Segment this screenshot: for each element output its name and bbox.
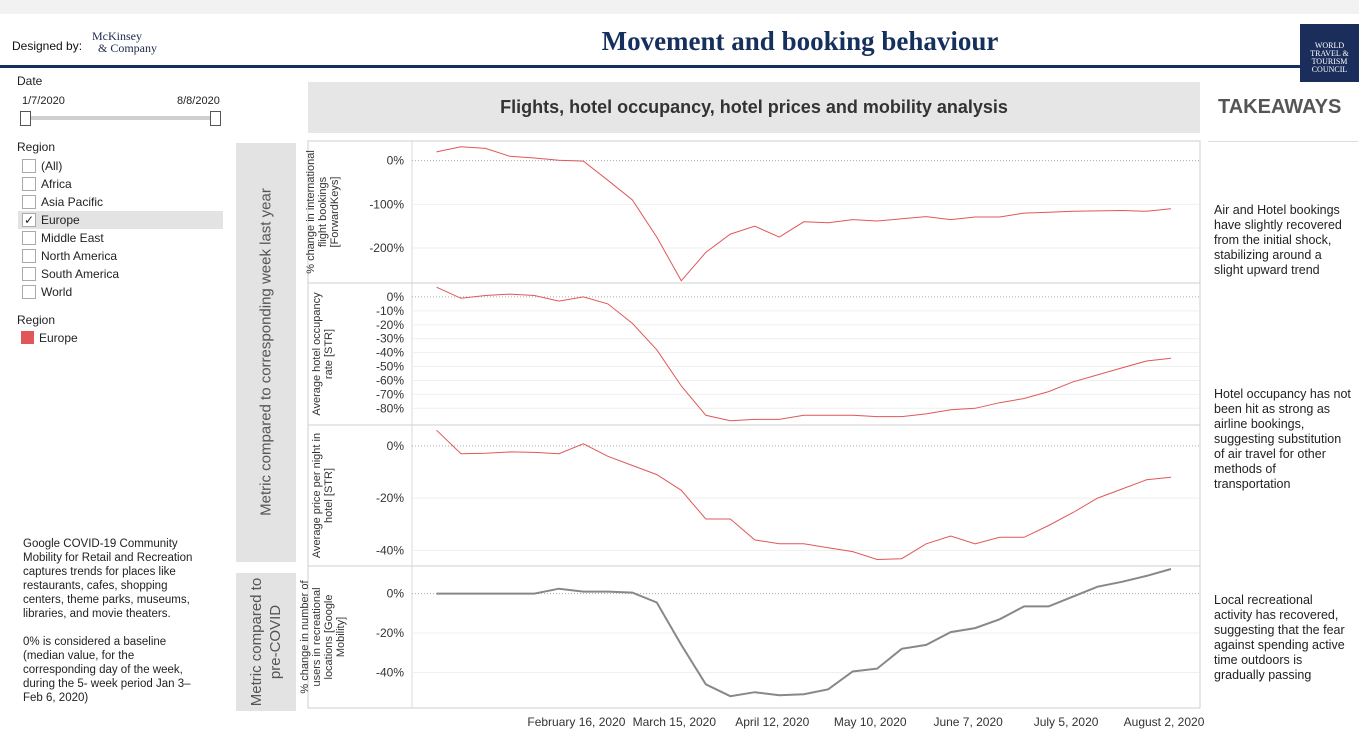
date-filter-label: Date: [17, 74, 43, 88]
series-line-europe: [436, 146, 1172, 282]
legend-title: Region: [17, 313, 56, 327]
y-tick-label: 0%: [387, 154, 405, 168]
y-tick-label: 0%: [387, 587, 405, 601]
checkbox-icon[interactable]: [22, 177, 36, 191]
x-tick-label: August 2, 2020: [1124, 715, 1205, 729]
date-slider-start-handle[interactable]: [20, 111, 31, 126]
checkbox-icon[interactable]: [22, 285, 36, 299]
date-range-slider[interactable]: [22, 116, 217, 120]
y-tick-label: -80%: [376, 401, 404, 415]
region-option-all[interactable]: (All): [18, 157, 223, 175]
date-start-value: 1/7/2020: [22, 95, 65, 107]
y-axis-title: [ForwardKeys]: [329, 177, 341, 248]
legend-item-label[interactable]: Europe: [39, 331, 78, 345]
checkbox-icon[interactable]: ✓: [22, 213, 36, 227]
region-option-label: World: [41, 285, 73, 299]
takeaways-divider: [1208, 141, 1358, 142]
x-tick-label: February 16, 2020: [527, 715, 625, 729]
region-option-north-america[interactable]: North America: [18, 247, 223, 265]
y-tick-label: -60%: [376, 373, 404, 387]
band-last-year: [236, 143, 296, 562]
region-option-europe[interactable]: ✓ Europe: [18, 211, 223, 229]
region-option-world[interactable]: World: [18, 283, 223, 301]
series-line-europe: [436, 286, 1172, 422]
chart-header: Flights, hotel occupancy, hotel prices a…: [308, 82, 1200, 133]
takeaway-text: Hotel occupancy has not been hit as stro…: [1214, 387, 1351, 491]
y-tick-label: -30%: [376, 332, 404, 346]
mckinsey-logo-line2: & Company: [98, 41, 157, 55]
y-tick-label: -20%: [376, 318, 404, 332]
mobility-note: Google COVID-19 Community Mobility for R…: [23, 537, 208, 705]
takeaway-text: Air and Hotel bookings have slightly rec…: [1214, 203, 1342, 277]
y-tick-label: -20%: [376, 626, 404, 640]
y-tick-label: -40%: [376, 666, 404, 680]
designed-by-label: Designed by:: [12, 39, 83, 53]
mckinsey-logo: McKinsey & Company: [92, 30, 157, 54]
x-tick-label: July 5, 2020: [1034, 715, 1099, 729]
y-tick-label: -100%: [369, 197, 404, 211]
y-axis-title: % change in international: [305, 150, 317, 274]
region-option-africa[interactable]: Africa: [18, 175, 223, 193]
mobility-note-para1: Google COVID-19 Community Mobility for R…: [23, 538, 193, 620]
takeaway-text: Local recreational activity has recovere…: [1214, 593, 1345, 682]
checkbox-icon[interactable]: [22, 159, 36, 173]
region-option-label: Africa: [41, 177, 72, 191]
mobility-note-para2: 0% is considered a baseline (median valu…: [23, 636, 191, 704]
page-title: Movement and booking behaviour: [601, 26, 999, 56]
mckinsey-logo-line1: McKinsey: [92, 29, 142, 43]
checkbox-icon[interactable]: [22, 249, 36, 263]
x-tick-label: April 12, 2020: [735, 715, 809, 729]
region-option-south-america[interactable]: South America: [18, 265, 223, 283]
y-tick-label: -50%: [376, 360, 404, 374]
region-option-label: Europe: [41, 213, 80, 227]
x-tick-label: June 7, 2020: [933, 715, 1003, 729]
y-axis-title: hotel [STR]: [323, 468, 335, 523]
y-tick-label: -20%: [376, 491, 404, 505]
wttc-logo-line: COUNCIL: [1311, 65, 1348, 74]
legend-swatch: [21, 331, 34, 344]
y-tick-label: -70%: [376, 387, 404, 401]
checkbox-icon[interactable]: [22, 267, 36, 281]
y-axis-title: Average price per night in: [311, 433, 323, 558]
region-option-middle-east[interactable]: Middle East: [18, 229, 223, 247]
wttc-logo-line: TRAVEL &: [1310, 49, 1349, 58]
takeaways-title: TAKEAWAYS: [1218, 96, 1342, 118]
date-slider-end-handle[interactable]: [210, 111, 221, 126]
wttc-logo: WORLD TRAVEL & TOURISM COUNCIL: [1300, 24, 1359, 82]
y-axis-title: Average hotel occupancy: [311, 292, 323, 416]
x-tick-label: May 10, 2020: [834, 715, 907, 729]
checkbox-icon[interactable]: [22, 195, 36, 209]
region-option-label: North America: [41, 249, 118, 263]
region-option-label: South America: [41, 267, 120, 281]
checkbox-icon[interactable]: [22, 231, 36, 245]
y-axis-title: rate [STR]: [323, 329, 335, 379]
y-axis-title: flight bookings: [317, 176, 329, 247]
region-option-label: Middle East: [41, 231, 104, 245]
y-tick-label: -40%: [376, 543, 404, 557]
region-option-label: (All): [41, 159, 63, 173]
y-tick-label: -40%: [376, 346, 404, 360]
region-option-asia-pacific[interactable]: Asia Pacific: [18, 193, 223, 211]
y-tick-label: -200%: [369, 241, 404, 255]
top-band: [0, 0, 1359, 14]
y-axis-title: users in recreational: [311, 587, 323, 686]
y-axis-title: Mobility]: [335, 617, 347, 657]
date-end-value: 8/8/2020: [177, 95, 220, 107]
region-filter-label: Region: [17, 140, 56, 154]
y-tick-label: -10%: [376, 304, 404, 318]
region-option-label: Asia Pacific: [41, 195, 104, 209]
band-pre-covid: [236, 573, 296, 711]
series-line-europe: [436, 429, 1172, 561]
x-tick-label: March 15, 2020: [633, 715, 717, 729]
y-tick-label: 0%: [387, 290, 405, 304]
series-line-europe: [436, 568, 1172, 698]
y-axis-title: locations [Google: [323, 595, 335, 680]
y-tick-label: 0%: [387, 439, 405, 453]
wttc-logo-line: TOURISM: [1311, 57, 1348, 66]
title-divider: [0, 65, 1300, 68]
wttc-logo-line: WORLD: [1314, 41, 1345, 50]
y-axis-title: % change in number of: [299, 580, 311, 694]
